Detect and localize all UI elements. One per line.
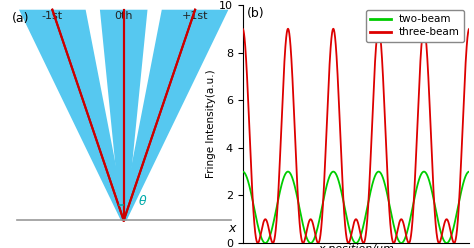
Legend: two-beam, three-beam: two-beam, three-beam xyxy=(365,10,464,42)
Text: -1st: -1st xyxy=(42,11,63,21)
Text: (b): (b) xyxy=(247,7,265,20)
Polygon shape xyxy=(100,10,147,220)
X-axis label: x position/μm: x position/μm xyxy=(318,245,394,248)
Polygon shape xyxy=(121,10,228,220)
Polygon shape xyxy=(19,10,127,220)
Text: 0th: 0th xyxy=(114,11,133,21)
Text: +1st: +1st xyxy=(182,11,209,21)
Text: $x$: $x$ xyxy=(228,222,238,235)
Text: $\theta$: $\theta$ xyxy=(138,194,147,208)
Text: (a): (a) xyxy=(12,12,29,25)
Y-axis label: Fringe Intensity(a.u.): Fringe Intensity(a.u.) xyxy=(206,70,216,178)
